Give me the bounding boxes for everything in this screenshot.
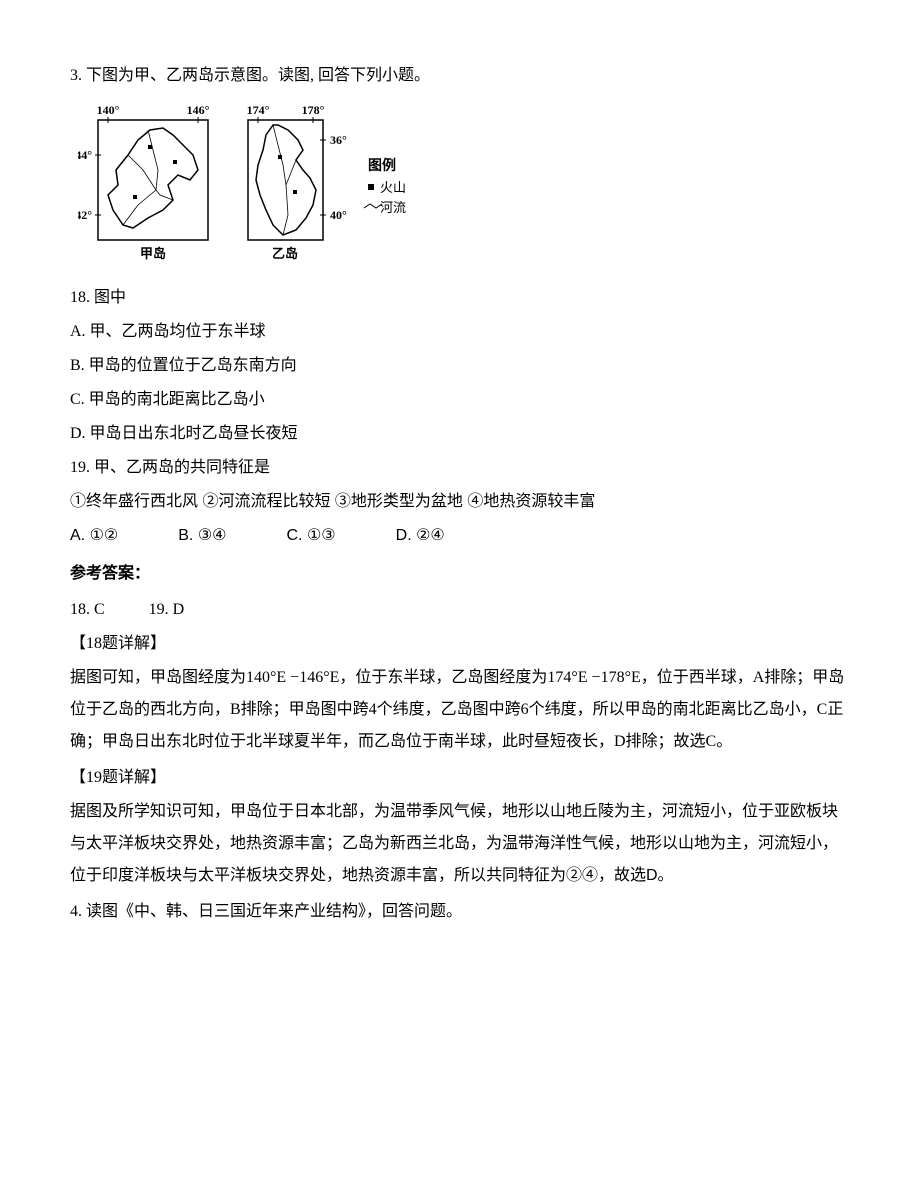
- q4-intro: 4. 读图《中、韩、日三国近年来产业结构》，回答问题。: [70, 896, 850, 928]
- map-svg: 140° 146° 44° 42° 甲岛 174° 178° 36° 40°: [78, 100, 418, 270]
- map-figure: 140° 146° 44° 42° 甲岛 174° 178° 36° 40°: [78, 100, 850, 270]
- yi-right-top: 36°: [330, 133, 347, 147]
- explain18-header: 【18题详解】: [70, 628, 850, 660]
- q18-stem: 18. 图中: [70, 282, 850, 314]
- jia-left-bottom: 42°: [78, 208, 92, 222]
- jia-top-right: 146°: [187, 103, 210, 117]
- q3-intro: 3. 下图为甲、乙两岛示意图。读图, 回答下列小题。: [70, 60, 850, 92]
- q19-option-c: C. ①③: [287, 520, 336, 552]
- q19-stem: 19. 甲、乙两岛的共同特征是: [70, 452, 850, 484]
- answer-line: 18. C 19. D: [70, 594, 850, 626]
- q18-option-a: A. 甲、乙两岛均位于东半球: [70, 316, 850, 348]
- explain18-body: 据图可知，甲岛图经度为140°E −146°E，位于东半球，乙岛图经度为174°…: [70, 662, 850, 758]
- q18-option-d: D. 甲岛日出东北时乙岛昼长夜短: [70, 418, 850, 450]
- q19-options: A. ①② B. ③④ C. ①③ D. ②④: [70, 520, 850, 552]
- q19-option-b: B. ③④: [178, 520, 226, 552]
- explain19-header: 【19题详解】: [70, 762, 850, 794]
- q18-option-c: C. 甲岛的南北距离比乙岛小: [70, 384, 850, 416]
- yi-right-bottom: 40°: [330, 208, 347, 222]
- legend-river: 河流: [380, 200, 406, 215]
- legend-title: 图例: [368, 157, 396, 174]
- answer-19: 19. D: [149, 594, 185, 626]
- explain19-body: 据图及所学知识可知，甲岛位于日本北部，为温带季风气候，地形以山地丘陵为主，河流短…: [70, 796, 850, 892]
- q19-option-a: A. ①②: [70, 520, 118, 552]
- yi-top-right: 178°: [302, 103, 325, 117]
- yi-label: 乙岛: [272, 246, 298, 261]
- jia-top-left: 140°: [97, 103, 120, 117]
- yi-top-left: 174°: [247, 103, 270, 117]
- q19-option-d: D. ②④: [396, 520, 445, 552]
- q18-option-b: B. 甲岛的位置位于乙岛东南方向: [70, 350, 850, 382]
- answer-header: 参考答案：: [70, 558, 850, 590]
- answer-18: 18. C: [70, 594, 105, 626]
- jia-left-top: 44°: [78, 148, 92, 162]
- legend-volcano: 火山: [380, 180, 406, 195]
- q19-statements: ①终年盛行西北风 ②河流流程比较短 ③地形类型为盆地 ④地热资源较丰富: [70, 486, 850, 518]
- jia-label: 甲岛: [140, 246, 166, 261]
